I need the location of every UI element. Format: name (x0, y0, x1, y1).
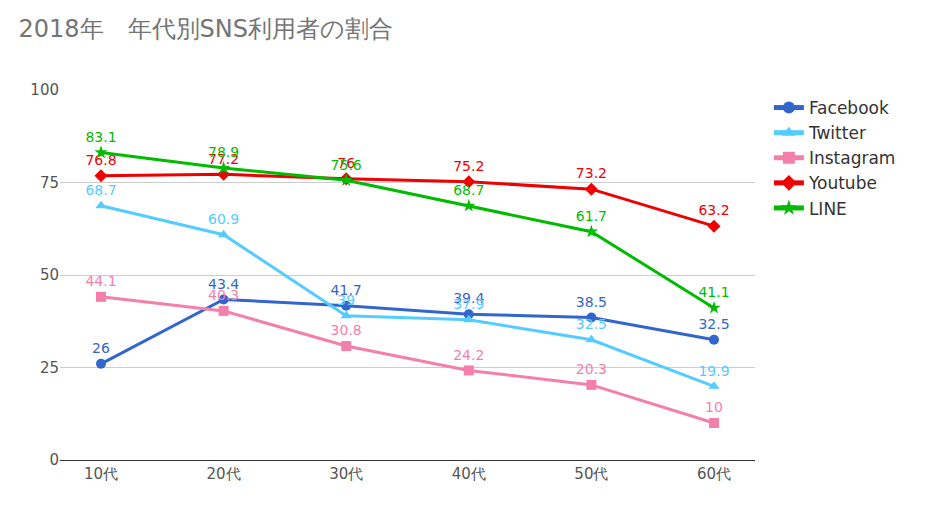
svg-text:44.1: 44.1 (85, 273, 116, 289)
svg-text:Twitter: Twitter (808, 123, 866, 143)
svg-text:0: 0 (49, 451, 59, 469)
svg-text:38.5: 38.5 (576, 294, 607, 310)
svg-text:100: 100 (30, 81, 59, 99)
svg-text:39.4: 39.4 (453, 290, 484, 306)
svg-text:68.7: 68.7 (453, 182, 484, 198)
svg-text:2018年 年代別SNS利用者の割合: 2018年 年代別SNS利用者の割合 (19, 15, 394, 43)
svg-text:76.8: 76.8 (85, 152, 116, 168)
svg-text:78.9: 78.9 (208, 144, 239, 160)
svg-text:75.2: 75.2 (453, 158, 484, 174)
svg-text:Facebook: Facebook (809, 98, 889, 118)
svg-text:68.7: 68.7 (85, 182, 116, 198)
svg-text:75.6: 75.6 (331, 157, 362, 173)
svg-text:19.9: 19.9 (698, 363, 729, 379)
svg-text:LINE: LINE (809, 199, 847, 219)
svg-text:10代: 10代 (84, 465, 118, 483)
svg-text:73.2: 73.2 (576, 165, 607, 181)
svg-text:39: 39 (337, 292, 355, 308)
svg-text:30代: 30代 (329, 465, 363, 483)
svg-text:61.7: 61.7 (576, 208, 607, 224)
svg-text:37.9: 37.9 (453, 296, 484, 312)
svg-text:Youtube: Youtube (808, 173, 877, 193)
svg-text:60.9: 60.9 (208, 211, 239, 227)
svg-text:30.8: 30.8 (331, 322, 362, 338)
svg-text:26: 26 (92, 340, 110, 356)
svg-text:40代: 40代 (452, 465, 486, 483)
svg-text:32.5: 32.5 (698, 316, 729, 332)
svg-text:77.2: 77.2 (208, 151, 239, 167)
svg-text:43.4: 43.4 (208, 276, 239, 292)
svg-text:20.3: 20.3 (576, 361, 607, 377)
svg-text:32.5: 32.5 (576, 316, 607, 332)
svg-text:41.1: 41.1 (698, 284, 729, 300)
svg-text:40.3: 40.3 (208, 287, 239, 303)
svg-text:41.7: 41.7 (331, 282, 362, 298)
svg-text:60代: 60代 (697, 465, 731, 483)
svg-text:63.2: 63.2 (698, 202, 729, 218)
svg-text:50: 50 (40, 266, 59, 284)
svg-text:83.1: 83.1 (85, 129, 116, 145)
svg-text:24.2: 24.2 (453, 347, 484, 363)
svg-text:76: 76 (337, 155, 355, 171)
svg-text:20代: 20代 (207, 465, 241, 483)
svg-text:Instagram: Instagram (809, 148, 896, 168)
svg-text:25: 25 (40, 359, 59, 377)
svg-text:75: 75 (40, 174, 59, 192)
svg-text:10: 10 (705, 399, 723, 415)
svg-text:50代: 50代 (574, 465, 608, 483)
